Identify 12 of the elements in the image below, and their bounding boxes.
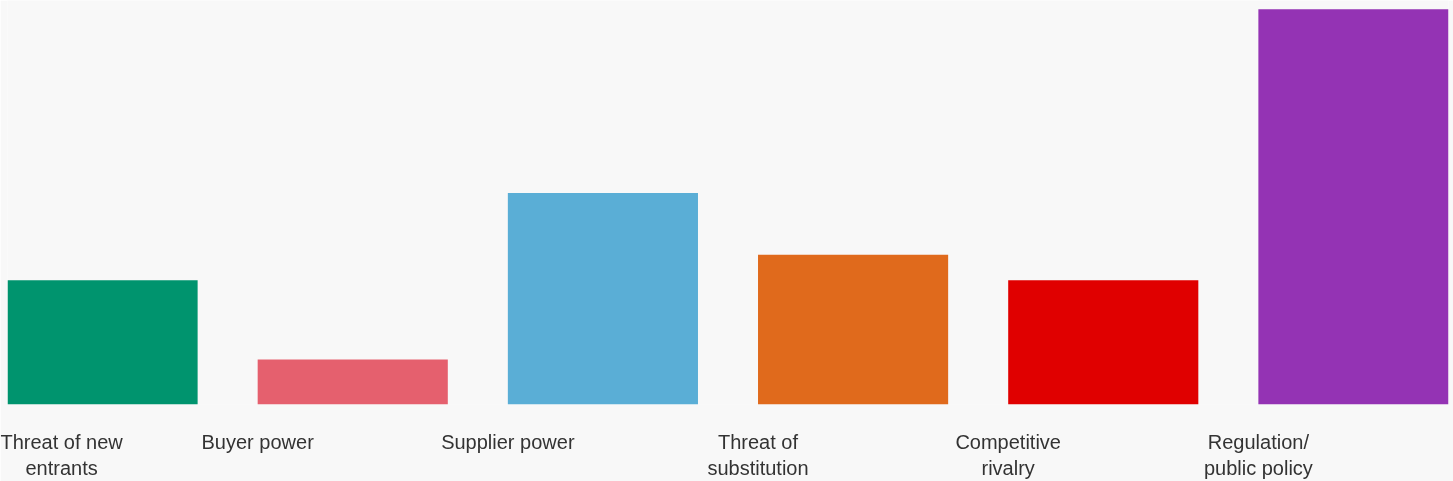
bar: [257, 359, 448, 405]
x-tick-label: Regulation/ public policy: [1203, 430, 1313, 479]
x-tick-label: Buyer power: [201, 430, 315, 453]
x-tick-label: Threat of new entrants: [0, 430, 124, 479]
bar: [7, 280, 198, 405]
bar: [1008, 280, 1199, 405]
x-tick-label: Supplier power: [441, 430, 575, 453]
bar: [507, 193, 698, 405]
x-tick-label: Competitive rivalry: [955, 430, 1062, 479]
bar: [758, 254, 949, 405]
x-tick-label: Threat of substitution: [707, 430, 809, 479]
bar: [1258, 9, 1449, 405]
